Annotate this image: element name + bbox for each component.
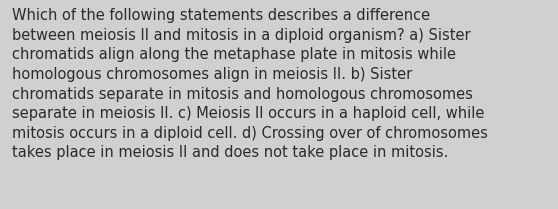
Text: Which of the following statements describes a difference
between meiosis II and : Which of the following statements descri… [12, 8, 488, 160]
